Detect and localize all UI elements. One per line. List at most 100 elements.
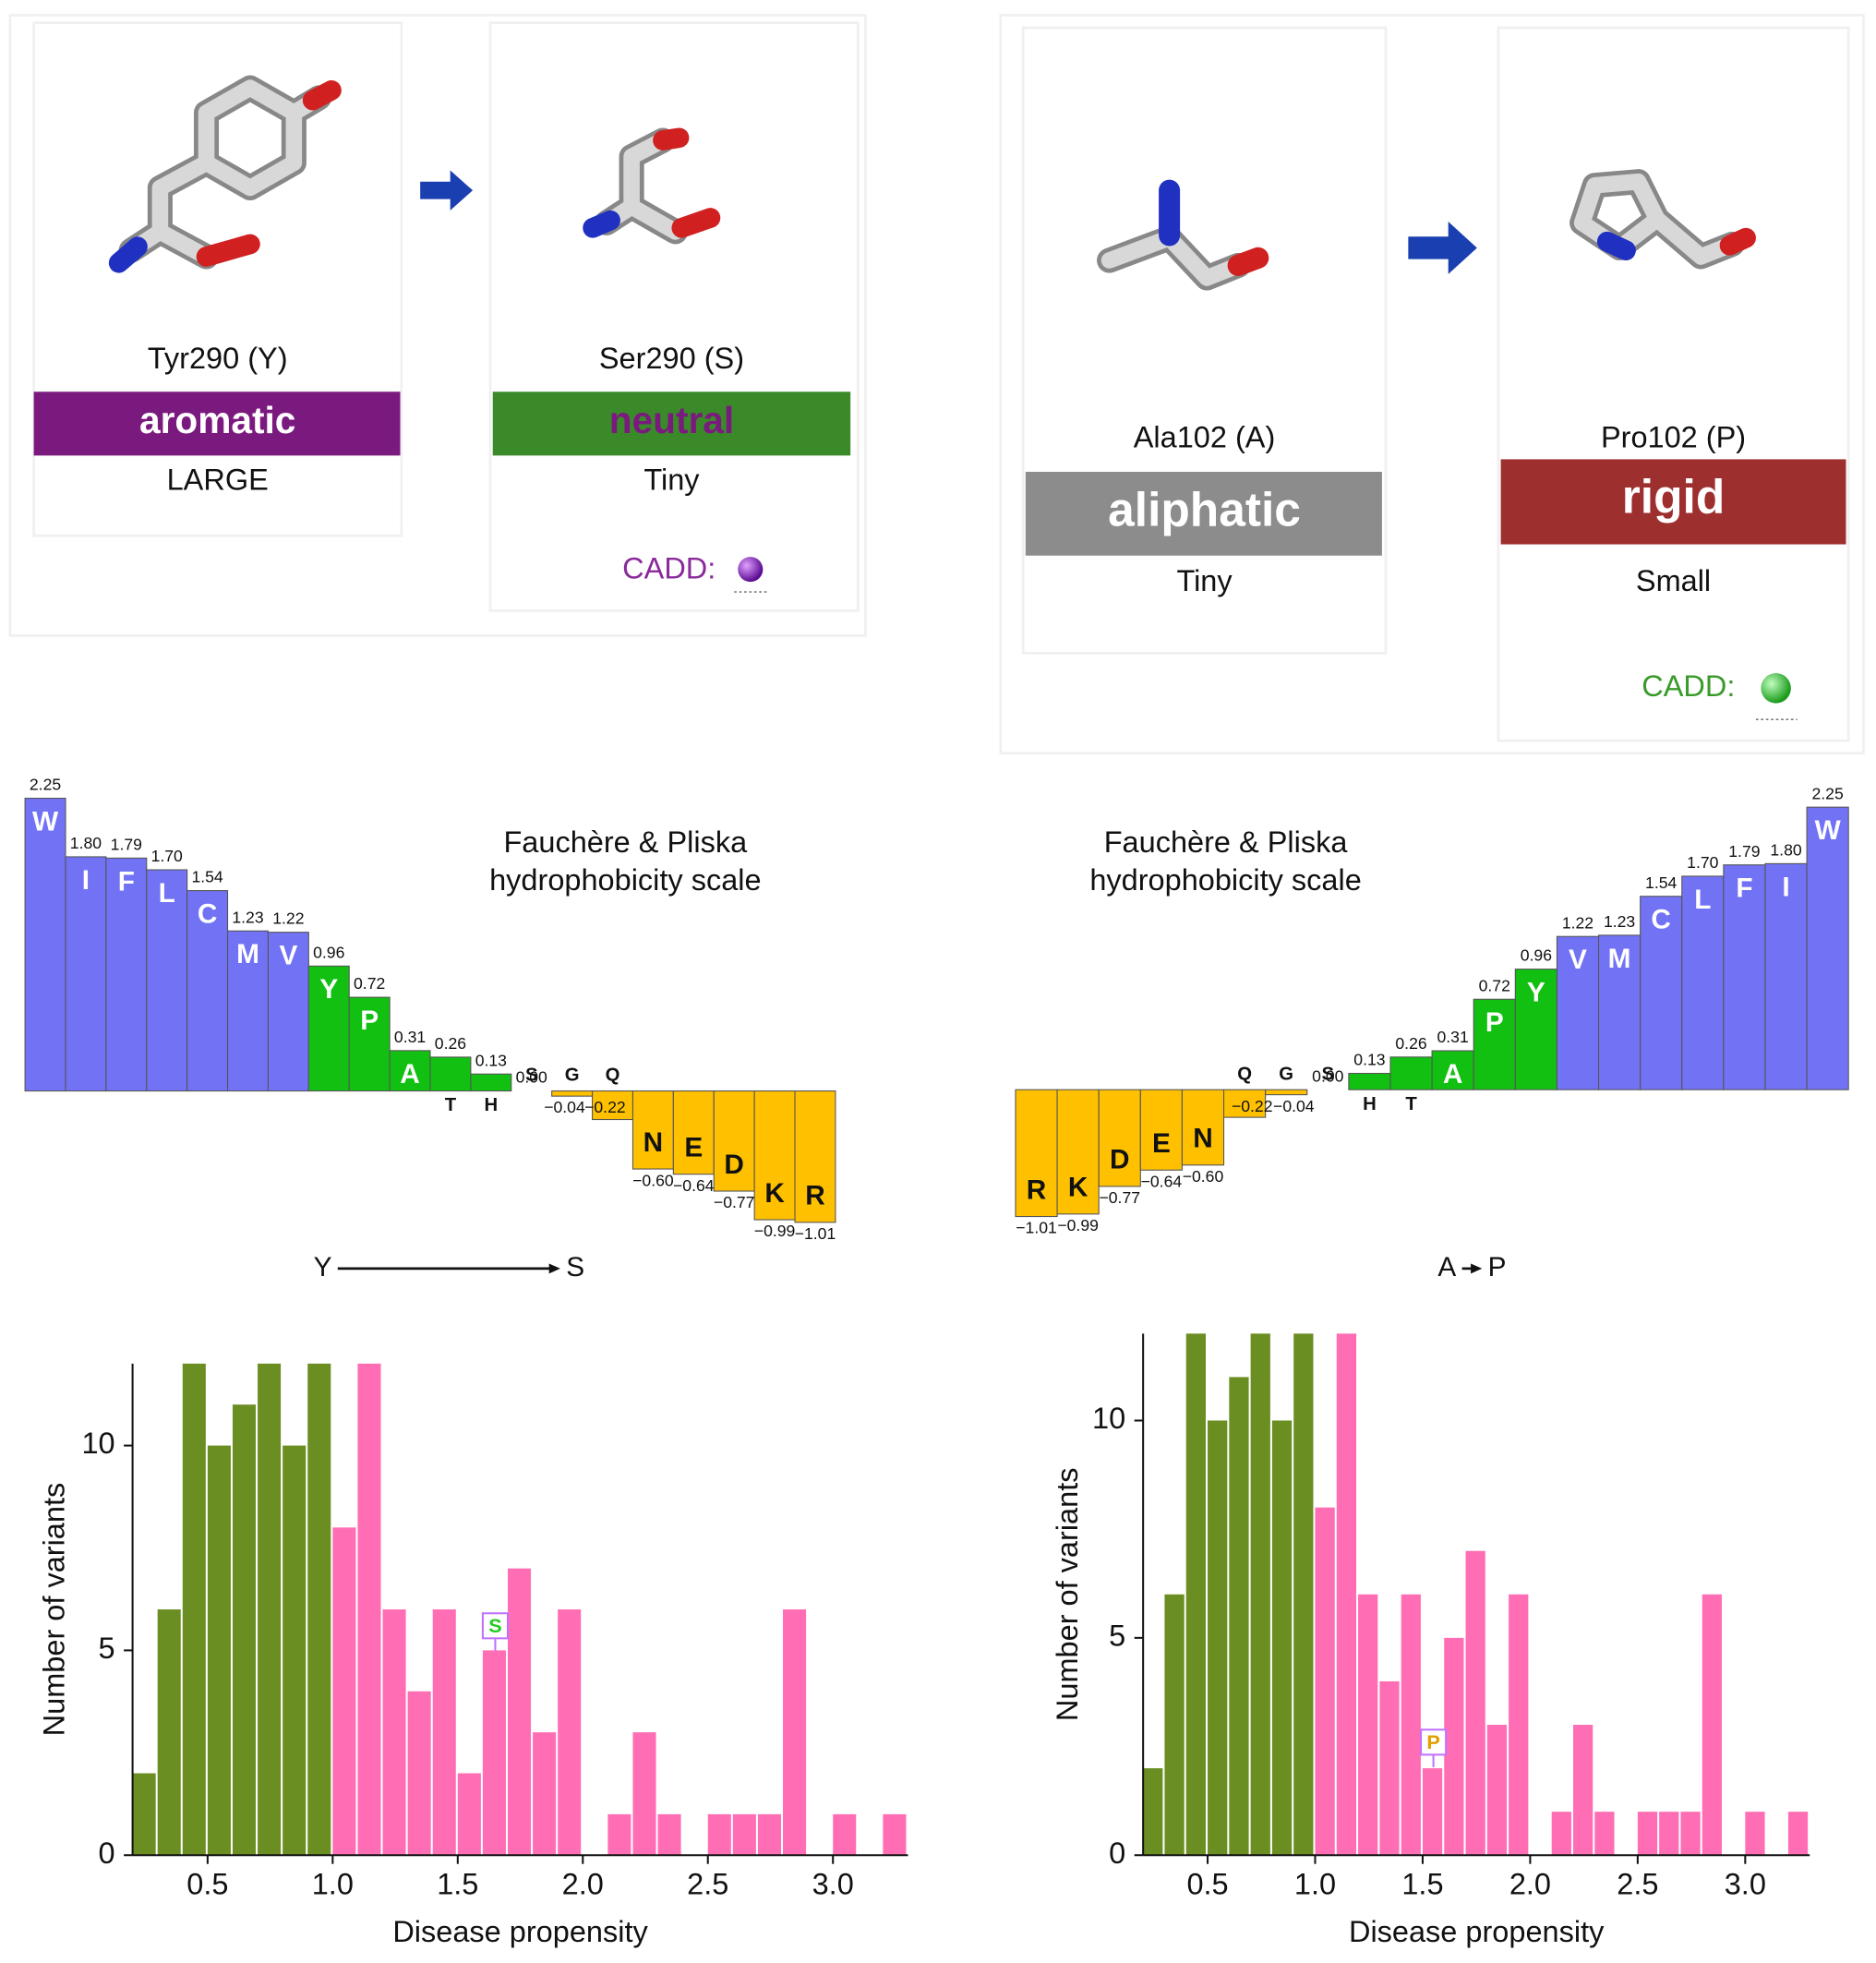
bar xyxy=(1681,875,1725,1090)
hist-bar xyxy=(1702,1594,1723,1856)
bar-letter: F xyxy=(118,866,135,897)
hist-bar xyxy=(182,1363,206,1856)
bar xyxy=(1222,1089,1267,1118)
hist-bar xyxy=(1208,1420,1228,1856)
bar xyxy=(65,856,107,1092)
bar-letter: I xyxy=(82,865,90,896)
hist-bar xyxy=(457,1773,481,1856)
annotation-label: P xyxy=(1426,1730,1439,1753)
panel-frame xyxy=(8,14,867,637)
hist-bar xyxy=(1185,1333,1207,1856)
hist-bar xyxy=(783,1609,807,1856)
hist-bar xyxy=(607,1813,631,1856)
hist-bar xyxy=(283,1445,307,1856)
bar-letter: N xyxy=(1193,1124,1213,1154)
y-tick-label: 5 xyxy=(99,1632,115,1665)
bar xyxy=(429,1056,472,1092)
class-bar xyxy=(1500,459,1846,545)
value-label: −0.22 xyxy=(1232,1097,1273,1115)
value-label: −0.04 xyxy=(544,1098,585,1116)
value-label: −0.64 xyxy=(673,1176,715,1195)
bar xyxy=(794,1090,836,1223)
bar xyxy=(1389,1056,1433,1090)
value-label: −0.04 xyxy=(1273,1097,1315,1115)
hist-bar xyxy=(1465,1550,1485,1856)
x-tick-label: 2.0 xyxy=(562,1868,604,1901)
cadd-label: CADD: xyxy=(622,552,716,585)
class-bar xyxy=(33,391,401,456)
mutation-arrow xyxy=(1408,222,1477,274)
x-tick-label: 0.5 xyxy=(186,1868,228,1901)
class-bar xyxy=(1025,471,1382,556)
bar xyxy=(1556,935,1600,1090)
residue-name: Pro102 (P) xyxy=(1601,420,1746,453)
annotation-box xyxy=(481,1612,510,1640)
bar xyxy=(1348,1072,1391,1090)
hist-bar xyxy=(757,1813,781,1856)
bar xyxy=(592,1090,634,1121)
bar-letter: H xyxy=(485,1095,499,1115)
bar xyxy=(713,1090,755,1192)
value-label: 1.79 xyxy=(1728,842,1760,861)
bar xyxy=(1806,806,1849,1090)
x-tick-label: 1.5 xyxy=(437,1868,478,1901)
cadd-ball xyxy=(738,557,764,583)
nitrogen xyxy=(583,210,620,238)
x-axis-label: Disease propensity xyxy=(392,1915,648,1948)
hist-bar xyxy=(1336,1333,1357,1856)
arrow-from: Y xyxy=(314,1252,332,1283)
size-label: Small xyxy=(1636,564,1711,597)
bar xyxy=(1181,1089,1225,1166)
x-tick-label: 1.0 xyxy=(312,1868,354,1901)
value-label: 1.54 xyxy=(1645,873,1677,892)
hist-bar xyxy=(132,1773,156,1856)
bar xyxy=(24,797,66,1092)
value-label: 1.22 xyxy=(272,909,304,928)
value-label: 1.70 xyxy=(151,847,183,865)
value-label: 0.13 xyxy=(475,1051,507,1069)
hist-bar xyxy=(332,1527,356,1856)
annotation-label: S xyxy=(488,1614,501,1637)
value-label: 0.26 xyxy=(435,1034,466,1053)
bar xyxy=(1056,1089,1100,1215)
residue-name: Ser290 (S) xyxy=(599,342,744,375)
hist-bar xyxy=(1229,1377,1249,1856)
mutation-arrow xyxy=(420,170,474,211)
value-label: 0.00 xyxy=(1312,1066,1343,1085)
bar-letter: R xyxy=(805,1181,825,1211)
hist-bar xyxy=(732,1813,756,1856)
hist-bar xyxy=(482,1650,506,1856)
bar xyxy=(1431,1050,1474,1090)
value-label: −0.22 xyxy=(584,1098,626,1116)
bar-letter: S xyxy=(525,1066,538,1086)
bar-letter: E xyxy=(684,1132,703,1162)
hist-bar xyxy=(1164,1594,1185,1856)
oxygen xyxy=(302,79,342,111)
bar-letter: T xyxy=(1405,1094,1417,1114)
y-axis-label: Number of variants xyxy=(38,1483,71,1737)
molecules xyxy=(108,75,1756,291)
nitrogen xyxy=(108,236,148,273)
value-label: 0.96 xyxy=(313,943,344,961)
stick xyxy=(123,79,328,265)
panel-frame xyxy=(1021,26,1388,655)
oxygen xyxy=(653,127,690,151)
value-label: −0.60 xyxy=(1183,1167,1224,1186)
hist-bar xyxy=(232,1404,257,1856)
y-tick-label: 0 xyxy=(1109,1837,1125,1870)
tyr-molecule xyxy=(108,75,342,273)
bar-letter: V xyxy=(279,941,297,971)
bar xyxy=(1640,896,1683,1090)
bar-letter: Q xyxy=(606,1066,620,1086)
value-label: 0.26 xyxy=(1395,1034,1426,1053)
hist-bar xyxy=(883,1813,907,1856)
value-label: 1.80 xyxy=(1770,840,1801,859)
value-label: 1.22 xyxy=(1562,913,1593,932)
oxygen xyxy=(1227,247,1269,276)
bar xyxy=(1473,998,1516,1090)
x-tick-label: 2.0 xyxy=(1509,1868,1551,1901)
hist-bar xyxy=(1444,1637,1464,1856)
cadd-label: CADD: xyxy=(1642,669,1735,703)
panel-frame xyxy=(1497,26,1850,742)
hist-bar xyxy=(382,1609,406,1856)
